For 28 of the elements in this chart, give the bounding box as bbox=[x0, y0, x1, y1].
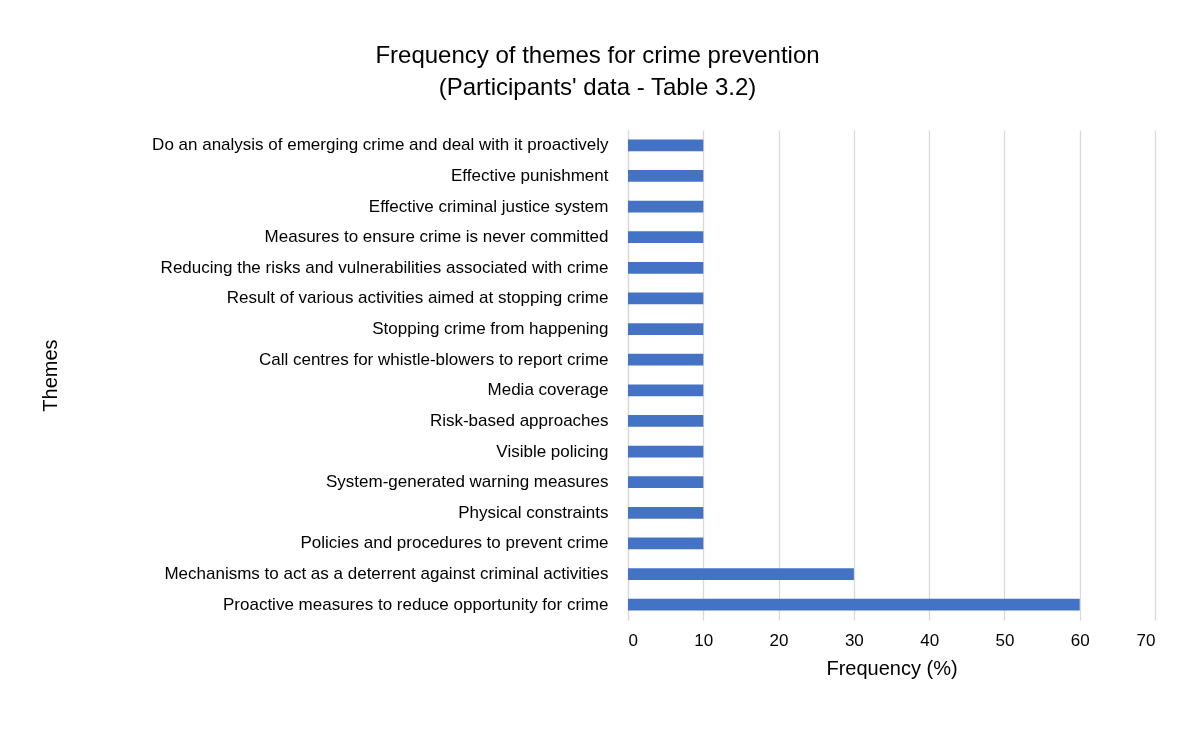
x-tick-label: 60 bbox=[1070, 630, 1090, 650]
y-tick-label: Policies and procedures to prevent crime bbox=[300, 533, 609, 553]
x-tick-label: 30 bbox=[844, 630, 864, 650]
y-tick-label: Proactive measures to reduce opportunity for crime bbox=[222, 594, 609, 614]
y-tick-label: Physical constraints bbox=[458, 502, 609, 522]
chart-title: Frequency of themes for crime prevention bbox=[375, 41, 820, 68]
y-tick-label: Risk-based approaches bbox=[429, 410, 609, 430]
x-tick-label: 0 bbox=[628, 630, 638, 650]
y-tick-label: Call centres for whistle-blowers to report crime bbox=[258, 349, 609, 369]
y-axis-title: Themes bbox=[38, 339, 61, 412]
y-tick-label: Visible policing bbox=[496, 441, 609, 461]
y-tick-label: Measures to ensure crime is never committed bbox=[264, 227, 609, 247]
x-tick-label: 20 bbox=[769, 630, 789, 650]
y-tick-label: Do an analysis of emerging crime and deal with it proactively bbox=[152, 135, 609, 155]
x-tick-label: 10 bbox=[694, 630, 714, 650]
chart-subtitle: (Participants' data - Table 3.2) bbox=[438, 73, 757, 100]
y-tick-label: Effective criminal justice system bbox=[368, 196, 609, 216]
y-tick-label: Result of various activities aimed at stopping crime bbox=[226, 288, 609, 308]
x-tick-label: 50 bbox=[995, 630, 1015, 650]
x-tick-label: 70 bbox=[1136, 630, 1156, 650]
y-tick-label: Reducing the risks and vulnerabilities associated with crime bbox=[160, 257, 609, 277]
y-tick-label: Media coverage bbox=[487, 380, 609, 400]
x-axis-title: Frequency (%) bbox=[826, 656, 958, 679]
y-tick-label: System-generated warning measures bbox=[325, 472, 609, 492]
y-tick-label: Mechanisms to act as a deterrent against criminal activities bbox=[164, 564, 609, 584]
x-tick-label: 40 bbox=[920, 630, 940, 650]
y-tick-label: Stopping crime from happening bbox=[372, 319, 609, 339]
y-tick-label: Effective punishment bbox=[451, 165, 609, 185]
